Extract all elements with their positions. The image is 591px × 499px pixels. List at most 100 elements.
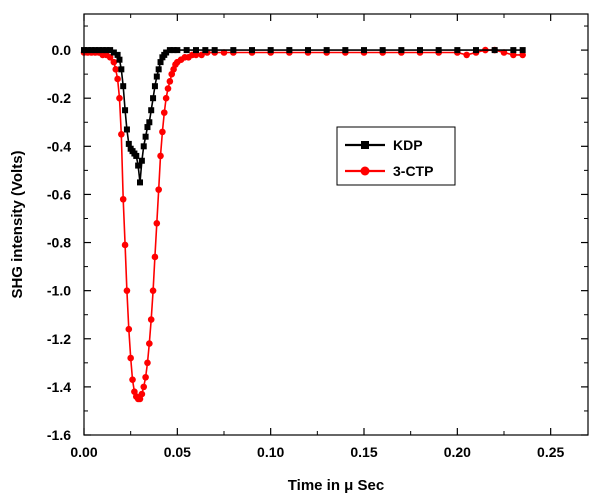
y-tick-label: -1.0 — [47, 283, 71, 299]
data-point — [510, 51, 517, 59]
data-point — [112, 66, 120, 73]
y-tick-label: -1.4 — [47, 379, 71, 395]
data-point — [454, 47, 461, 54]
data-point — [174, 47, 181, 54]
data-point — [519, 51, 526, 59]
data-point — [155, 186, 162, 193]
data-point — [163, 49, 170, 56]
data-point — [144, 124, 151, 131]
data-point — [473, 47, 479, 54]
data-point — [198, 51, 205, 59]
data-point — [149, 287, 157, 294]
ticks-layer: 0.00 0.05 0.10 0.15 0.20 0.25 0.0 -0.2 -0.4 -0.6 -… — [47, 14, 588, 460]
data-point — [119, 195, 127, 203]
data-point — [110, 49, 117, 56]
data-point — [164, 85, 172, 92]
data-point — [162, 94, 170, 102]
data-point — [127, 354, 134, 362]
data-point — [491, 47, 498, 54]
legend-label-3ctp: 3-CTP — [393, 163, 433, 179]
data-point — [361, 47, 367, 54]
data-point — [120, 83, 127, 90]
data-point — [125, 325, 133, 333]
data-point — [88, 47, 95, 54]
data-point — [159, 128, 166, 136]
data-point — [192, 51, 200, 59]
data-point — [379, 47, 386, 54]
data-point — [103, 47, 110, 54]
data-point — [146, 340, 153, 347]
data-point — [166, 47, 173, 54]
data-point — [323, 47, 330, 54]
data-point — [463, 51, 470, 59]
x-tick-label: 0.20 — [444, 444, 471, 460]
data-point — [150, 95, 157, 102]
data-point — [153, 219, 161, 227]
y-tick-label: -0.4 — [47, 138, 71, 154]
data-point — [211, 47, 218, 54]
data-point — [147, 316, 155, 323]
data-point — [305, 47, 311, 54]
data-point — [121, 241, 129, 249]
data-point — [140, 383, 148, 391]
y-tick-label: -1.6 — [47, 427, 71, 443]
x-tick-label: 0.15 — [350, 444, 377, 460]
data-point — [135, 162, 142, 169]
data-point — [417, 47, 423, 54]
series-kdp — [81, 47, 526, 186]
y-tick-label: -0.6 — [47, 186, 71, 202]
legend-box — [336, 126, 456, 186]
data-point — [116, 94, 123, 102]
data-point — [118, 130, 125, 138]
data-point — [151, 83, 158, 90]
data-point — [519, 47, 526, 54]
data-point — [125, 140, 132, 147]
data-point — [510, 47, 517, 54]
y-tick-label: 0.0 — [52, 42, 72, 58]
data-point — [146, 119, 153, 126]
data-point — [230, 47, 237, 54]
data-point — [202, 47, 209, 54]
data-point — [144, 359, 151, 367]
x-tick-label: 0.05 — [164, 444, 191, 460]
legend: KDP 3-CTP — [336, 126, 456, 186]
data-point — [99, 47, 106, 54]
y-tick-label: -1.2 — [47, 331, 71, 347]
data-point — [342, 47, 349, 54]
data-point — [160, 109, 168, 116]
data-point — [142, 133, 149, 140]
y-axis-label: SHG intensity (Volts) — [9, 150, 26, 298]
data-point — [193, 47, 199, 54]
data-point — [95, 47, 102, 54]
data-point — [92, 47, 99, 54]
x-axis-label: Time in μ Sec — [288, 477, 384, 494]
data-point — [123, 126, 130, 133]
data-point — [148, 107, 155, 114]
data-point — [435, 47, 442, 54]
series-layer — [80, 46, 526, 403]
legend-marker-3ctp — [360, 166, 370, 176]
y-tick-label: -0.2 — [47, 90, 71, 106]
data-point — [267, 47, 274, 54]
data-point — [157, 59, 164, 66]
data-point — [122, 107, 129, 114]
legend-label-kdp: KDP — [393, 137, 423, 153]
data-point — [155, 66, 162, 73]
data-point — [183, 47, 190, 54]
data-point — [129, 376, 136, 383]
data-point — [116, 56, 123, 63]
data-point — [151, 253, 159, 261]
data-point — [107, 47, 114, 54]
plot-frame — [83, 13, 589, 436]
x-tick-label: 0.25 — [537, 444, 564, 460]
data-point — [133, 152, 140, 159]
data-point — [166, 78, 174, 85]
data-point — [118, 66, 125, 73]
data-point — [157, 152, 164, 160]
data-point — [110, 58, 118, 66]
data-point — [137, 179, 143, 186]
legend-marker-kdp — [361, 141, 369, 149]
data-point — [123, 287, 131, 294]
